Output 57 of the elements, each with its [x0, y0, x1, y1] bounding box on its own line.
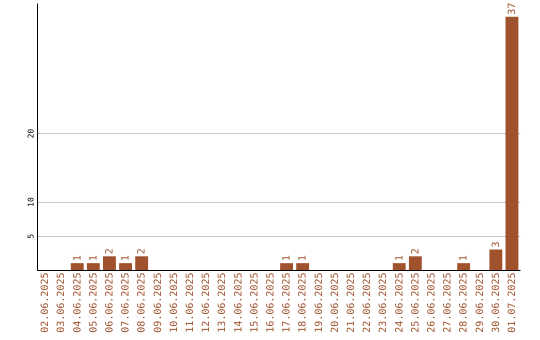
bar	[489, 249, 502, 270]
x-tick-label: 19.06.2025	[314, 272, 325, 333]
bar	[70, 263, 84, 270]
data-label: 2	[410, 248, 422, 254]
data-label: 1	[394, 255, 406, 262]
bar	[296, 263, 310, 270]
x-tick-label: 13.06.2025	[217, 272, 228, 333]
x-tick-label: 28.06.2025	[458, 272, 470, 333]
data-label: 37	[506, 2, 518, 15]
data-label: 2	[136, 248, 148, 254]
x-tick-label: 21.06.2025	[346, 272, 357, 333]
data-label: 1	[120, 255, 132, 262]
bar	[119, 263, 132, 270]
bar	[392, 263, 406, 270]
bar	[86, 263, 100, 270]
x-tick-label: 16.06.2025	[265, 272, 276, 333]
data-label: 1	[88, 255, 100, 262]
x-tick-label: 22.06.2025	[362, 272, 374, 333]
x-tick-label: 12.06.2025	[201, 272, 212, 333]
x-tick-label: 30.06.2025	[490, 272, 502, 333]
x-tick-label: 10.06.2025	[168, 272, 180, 333]
x-tick-label: 29.06.2025	[474, 272, 486, 333]
x-tick-label: 09.06.2025	[152, 272, 164, 333]
x-tick-label: 23.06.2025	[378, 272, 390, 333]
x-tick-label: 24.06.2025	[394, 272, 406, 333]
x-tick-label: 11.06.2025	[184, 272, 196, 333]
x-tick-label: 02.06.2025	[40, 272, 52, 333]
x-tick-label: 14.06.2025	[233, 272, 244, 333]
x-tick-label: 20.06.2025	[330, 272, 341, 333]
data-label: 2	[104, 248, 116, 254]
x-tick-label: 27.06.2025	[442, 272, 454, 333]
x-tick-label: 18.06.2025	[298, 272, 309, 333]
data-label: 1	[298, 255, 309, 262]
x-tick-label: 06.06.2025	[104, 272, 116, 333]
data-label: 1	[282, 255, 293, 262]
x-tick-label: 15.06.2025	[249, 272, 260, 333]
bar	[457, 263, 470, 270]
y-tick-label: 20	[26, 128, 36, 138]
bar	[280, 263, 293, 270]
x-tick-label: 07.06.2025	[120, 272, 132, 333]
x-tick-label: 04.06.2025	[72, 272, 84, 333]
data-label: 1	[458, 255, 470, 262]
x-tick-label: 17.06.2025	[282, 272, 293, 333]
bar	[135, 256, 148, 270]
y-tick-label: 5	[26, 234, 36, 239]
y-tick-label: 10	[26, 197, 36, 207]
x-tick-label: 05.06.2025	[88, 272, 100, 333]
bar	[408, 256, 422, 270]
bar	[506, 16, 518, 270]
x-tick-label: 26.06.2025	[426, 272, 438, 333]
x-tick-label: 03.06.2025	[56, 272, 68, 333]
data-label: 1	[72, 255, 84, 262]
bar	[103, 256, 116, 270]
data-label: 3	[490, 241, 502, 248]
x-tick-label: 08.06.2025	[136, 272, 148, 333]
x-tick-label: 25.06.2025	[410, 272, 422, 333]
x-tick-label: 01.07.2025	[506, 272, 518, 333]
